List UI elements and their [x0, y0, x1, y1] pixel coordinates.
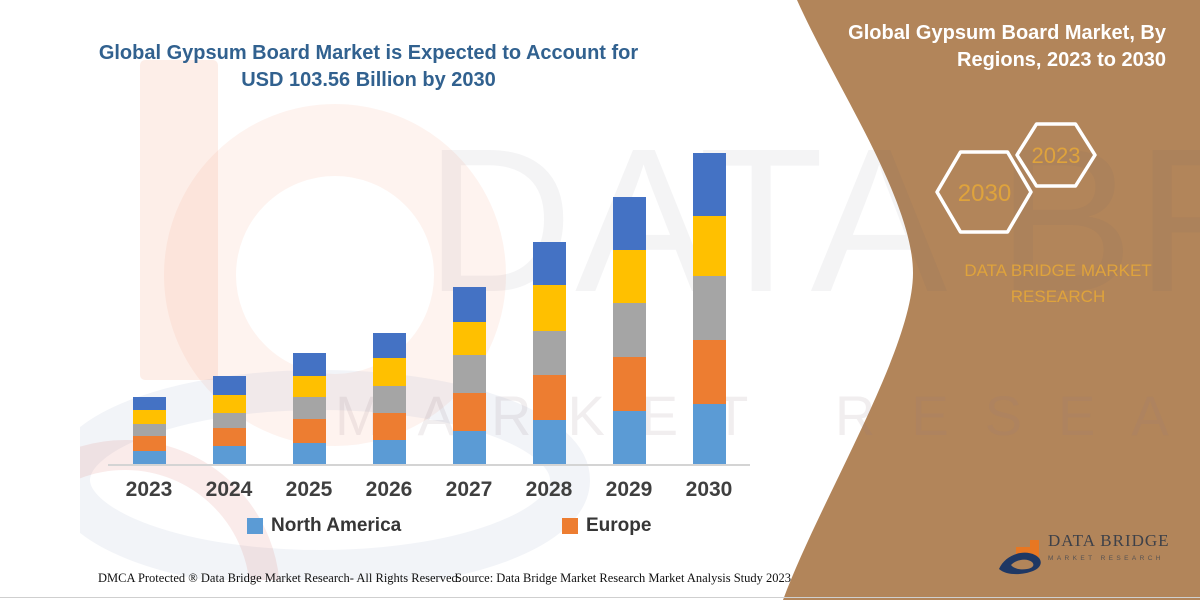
legend-swatch-north-america	[247, 518, 263, 534]
bottom-border-line	[0, 597, 1200, 598]
bar-segment-series-4	[612, 249, 646, 303]
brand-line-1: DATA BRIDGE MARKET	[964, 261, 1152, 280]
legend-label-europe: Europe	[586, 515, 652, 536]
bar-segment-europe	[612, 357, 646, 411]
bar-segment-series-3	[132, 423, 166, 436]
x-axis-label-2028: 2028	[525, 478, 573, 501]
bar-segment-europe	[212, 428, 246, 446]
bar-segment-north-america	[132, 450, 166, 464]
bar-2028	[509, 0, 589, 464]
hexagon-2023	[1015, 122, 1097, 188]
bar-segment-series-3	[532, 330, 566, 375]
bar-stack-2024	[212, 375, 246, 464]
bar-segment-series-3	[372, 386, 406, 413]
bar-segment-north-america	[372, 440, 406, 464]
bar-segment-series-5	[692, 153, 726, 216]
bar-segment-series-5	[212, 375, 246, 395]
bar-stack-2027	[452, 287, 486, 464]
brand-line-2: RESEARCH	[1010, 287, 1106, 306]
bar-segment-north-america	[212, 446, 246, 464]
x-axis-line	[108, 464, 750, 466]
data-bridge-logo-text: DATA BRIDGE MARKET RESEARCH	[1048, 531, 1178, 562]
x-axis-label-2029: 2029	[605, 478, 653, 501]
bar-2025	[269, 0, 349, 464]
logo-tagline: MARKET RESEARCH	[1048, 555, 1164, 562]
bar-segment-series-4	[692, 215, 726, 276]
footer-dmca-text: DMCA Protected ® Data Bridge Market Rese…	[98, 571, 461, 585]
x-axis-label-2024: 2024	[205, 478, 253, 501]
bar-stack-2029	[612, 197, 646, 464]
bar-segment-europe	[452, 392, 486, 431]
bar-2027	[429, 0, 509, 464]
bar-segment-north-america	[692, 403, 726, 464]
bar-segment-series-3	[452, 355, 486, 393]
bar-segment-series-3	[612, 302, 646, 358]
bar-segment-series-3	[292, 396, 326, 419]
bar-2023	[109, 0, 189, 464]
bar-segment-north-america	[292, 443, 326, 464]
chart-title: Global Gypsum Board Market is Expected t…	[98, 42, 639, 91]
legend-item-europe: Europe	[562, 515, 651, 537]
bar-segment-series-5	[372, 332, 406, 358]
bar-2029	[589, 0, 669, 464]
bar-segment-series-5	[612, 197, 646, 250]
data-bridge-logo-icon	[999, 529, 1041, 575]
bar-segment-series-4	[372, 357, 406, 386]
bar-segment-europe	[692, 340, 726, 404]
footer-source-text: Source: Data Bridge Market Research Mark…	[455, 571, 792, 585]
bar-2030	[669, 0, 749, 464]
bar-segment-series-5	[132, 396, 166, 410]
hexagon-2030	[935, 150, 1033, 234]
bar-segment-north-america	[532, 419, 566, 464]
side-panel-brand-text: DATA BRIDGE MARKET RESEARCH	[948, 258, 1168, 310]
hexagon-year-2023: 2023	[1031, 143, 1081, 168]
bar-segment-series-5	[532, 242, 566, 286]
x-axis-label-2026: 2026	[365, 478, 413, 501]
x-axis-label-2030: 2030	[685, 478, 733, 501]
x-axis-label-2025: 2025	[285, 478, 333, 501]
bar-stack-2023	[132, 396, 166, 464]
bar-segment-series-5	[452, 287, 486, 323]
bar-segment-north-america	[612, 410, 646, 464]
legend-label-north-america: North America	[271, 515, 402, 536]
bar-segment-series-4	[532, 285, 566, 331]
bar-stack-2030	[692, 153, 726, 464]
bar-2026	[349, 0, 429, 464]
legend-swatch-europe	[562, 518, 578, 534]
bar-segment-europe	[372, 413, 406, 440]
bar-segment-series-3	[692, 275, 726, 341]
bar-segment-north-america	[452, 430, 486, 464]
bar-segment-europe	[292, 419, 326, 443]
bar-segment-series-3	[212, 413, 246, 428]
bar-segment-series-4	[132, 409, 166, 424]
hexagon-year-2030: 2030	[957, 180, 1012, 207]
bar-stack-2026	[372, 332, 406, 464]
legend-item-north-america: North America	[247, 515, 401, 537]
x-axis-label-2027: 2027	[445, 478, 493, 501]
bar-segment-europe	[132, 435, 166, 451]
x-axis-label-2023: 2023	[125, 478, 173, 501]
bar-2024	[189, 0, 269, 464]
bar-segment-europe	[532, 374, 566, 420]
bar-segment-series-4	[452, 322, 486, 356]
bar-segment-series-5	[292, 353, 326, 376]
logo-name: DATA BRIDGE	[1048, 531, 1170, 550]
bar-segment-series-4	[292, 375, 326, 397]
side-panel-heading: Global Gypsum Board Market, By Regions, …	[848, 22, 1166, 71]
bar-stack-2028	[532, 242, 566, 464]
hexagon-decoration	[935, 122, 1097, 234]
bar-stack-2025	[292, 353, 326, 464]
bar-segment-series-4	[212, 395, 246, 413]
